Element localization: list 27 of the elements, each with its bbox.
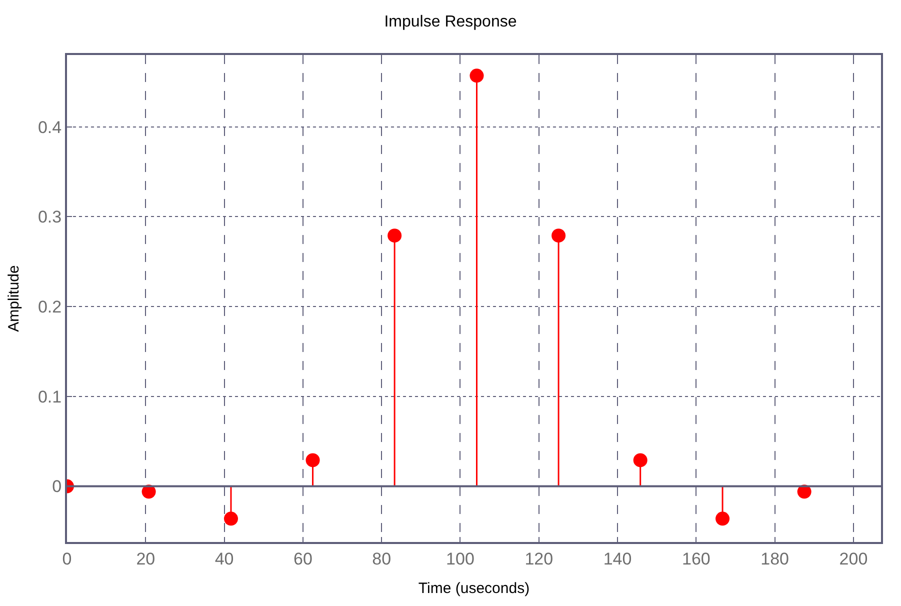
x-tick-label: 80 [372, 549, 392, 568]
y-axis-title: Amplitude [6, 265, 23, 332]
y-tick-label: 0.4 [38, 118, 62, 137]
point [388, 228, 402, 243]
x-tick-label: 60 [293, 549, 312, 568]
x-tick-label: 120 [524, 549, 554, 568]
x-axis-title: Time (useconds) [418, 580, 530, 597]
chart-title: Impulse Response [384, 13, 517, 30]
point [470, 68, 484, 83]
point [797, 484, 812, 499]
x-tick-label: 160 [682, 549, 710, 568]
y-tick-label: 0 [52, 477, 62, 496]
point [552, 228, 566, 243]
x-tick-label: 40 [214, 549, 234, 568]
x-tick-label: 180 [760, 549, 790, 568]
point [716, 512, 730, 526]
x-tick-label: 140 [603, 549, 632, 568]
point [633, 453, 648, 468]
y-tick-label: 0.1 [38, 387, 62, 406]
y-tick-label: 0.2 [38, 298, 62, 317]
x-tick-label: 100 [446, 549, 474, 568]
point [306, 453, 320, 468]
x-tick-label: 20 [136, 549, 156, 568]
x-tick-label: 200 [839, 549, 868, 568]
point [142, 484, 156, 499]
y-tick-label: 0.3 [38, 208, 62, 227]
point [224, 512, 238, 526]
